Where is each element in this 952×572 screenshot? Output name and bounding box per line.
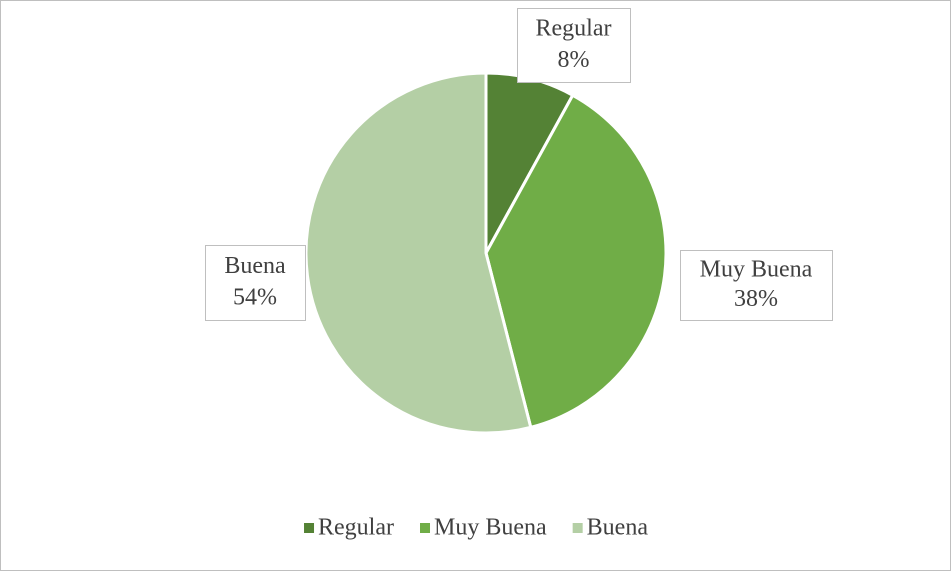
pie-slice bbox=[484, 93, 668, 430]
data-label-value: 54% bbox=[233, 285, 277, 311]
data-label-value: 8% bbox=[558, 47, 590, 73]
data-label-box bbox=[517, 8, 631, 83]
legend-swatch bbox=[304, 523, 315, 533]
legend-swatch bbox=[420, 523, 431, 533]
data-label-name: Regular bbox=[536, 16, 612, 42]
legend-label: Muy Buena bbox=[434, 515, 547, 541]
legend-label: Regular bbox=[318, 515, 394, 541]
legend-label: Buena bbox=[587, 515, 649, 541]
data-label-value: 38% bbox=[734, 286, 778, 312]
data-label-name: Buena bbox=[224, 253, 286, 279]
data-label-box bbox=[680, 250, 833, 321]
pie-slice bbox=[304, 71, 533, 435]
data-label-name: Muy Buena bbox=[700, 257, 813, 283]
data-label-box bbox=[205, 245, 306, 321]
legend: Regular Muy Buena Buena bbox=[304, 515, 648, 541]
legend-swatch bbox=[572, 523, 583, 533]
